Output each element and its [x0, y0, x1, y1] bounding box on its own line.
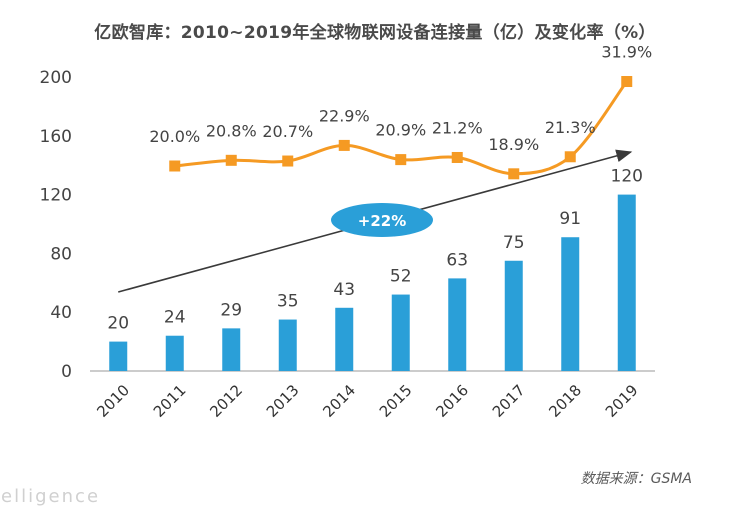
- bar-value-label: 63: [446, 250, 468, 270]
- y-tick-label: 0: [61, 362, 72, 382]
- chart-title: 亿欧智库：2010~2019年全球物联网设备连接量（亿）及变化率（%）: [94, 23, 656, 43]
- bar-value-label: 91: [559, 209, 581, 229]
- growth-rate-point: [282, 155, 294, 167]
- x-tick-label: 2013: [263, 381, 303, 421]
- bar: [335, 307, 354, 371]
- x-tick-label: 2019: [602, 381, 642, 421]
- growth-rate-label: 22.9%: [319, 106, 370, 125]
- growth-rate-point: [451, 151, 463, 163]
- bar: [278, 319, 297, 371]
- growth-rate-point: [508, 168, 520, 180]
- watermark-text: telligence: [0, 486, 101, 507]
- x-tick-label: 2017: [489, 381, 529, 421]
- bar-value-label: 43: [333, 280, 355, 300]
- bar-value-label: 24: [164, 308, 186, 328]
- bar: [617, 194, 636, 371]
- bar: [504, 260, 523, 371]
- growth-rate-label: 20.0%: [149, 127, 200, 146]
- y-tick-label: 40: [50, 303, 72, 323]
- y-tick-label: 160: [40, 127, 72, 147]
- growth-rate-point: [621, 76, 633, 88]
- growth-rate-point: [225, 154, 237, 166]
- x-tick-label: 2011: [150, 381, 190, 421]
- growth-rate-label: 21.2%: [432, 118, 483, 137]
- growth-rate-point: [564, 151, 576, 163]
- y-tick-label: 200: [40, 68, 72, 88]
- bar: [109, 341, 128, 371]
- growth-rate-point: [338, 139, 350, 151]
- bar: [561, 237, 580, 371]
- source-note: 数据来源：GSMA: [580, 471, 692, 487]
- trend-badge-label: +22%: [358, 212, 406, 230]
- x-tick-label: 2015: [376, 381, 416, 421]
- growth-rate-label: 20.8%: [206, 121, 257, 140]
- growth-rate-label: 20.9%: [375, 121, 426, 140]
- bar-value-label: 29: [220, 300, 242, 320]
- growth-rate-point: [395, 154, 407, 166]
- growth-rate-label: 31.9%: [601, 43, 652, 62]
- y-tick-label: 120: [40, 186, 72, 206]
- growth-rate-label: 20.7%: [262, 122, 313, 141]
- x-tick-label: 2018: [545, 381, 585, 421]
- growth-rate-label: 21.3%: [545, 118, 596, 137]
- bar: [222, 328, 241, 371]
- x-tick-label: 2012: [206, 381, 246, 421]
- y-tick-label: 80: [50, 244, 72, 264]
- growth-rate-label: 18.9%: [488, 135, 539, 154]
- bar-value-label: 35: [277, 292, 299, 312]
- bar-value-label: 20: [107, 314, 129, 334]
- growth-rate-point: [169, 160, 181, 172]
- bar-value-label: 120: [611, 167, 643, 187]
- bar: [391, 294, 410, 371]
- bar-value-label: 52: [390, 267, 412, 287]
- trend-badge: [331, 203, 433, 237]
- bar-value-label: 75: [503, 233, 525, 253]
- x-tick-label: 2016: [432, 381, 472, 421]
- x-tick-label: 2010: [93, 381, 133, 421]
- bar: [165, 335, 184, 371]
- x-tick-label: 2014: [319, 381, 359, 421]
- bar: [448, 278, 467, 371]
